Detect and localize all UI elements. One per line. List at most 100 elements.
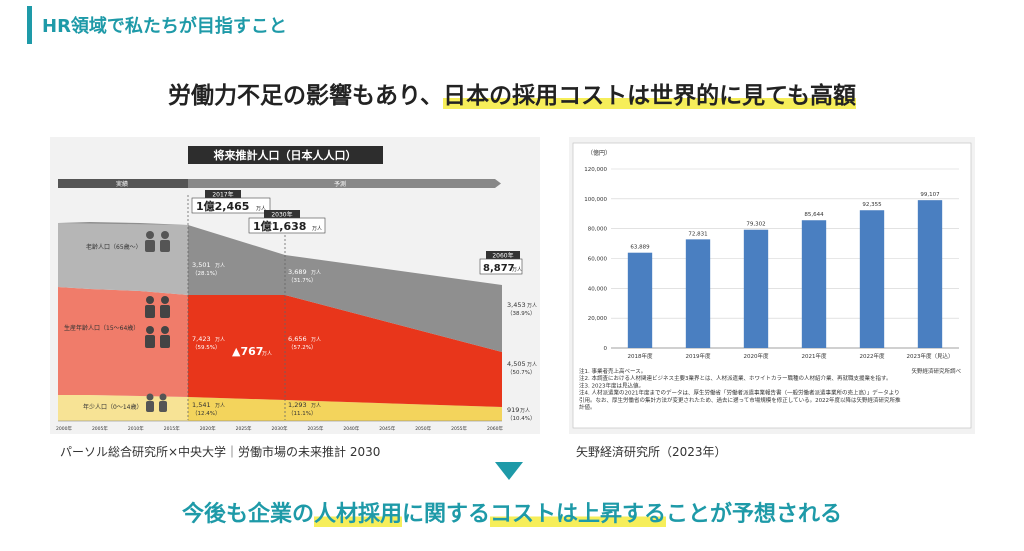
callout-2060-value: 8,877	[483, 263, 515, 274]
bar	[743, 229, 769, 348]
population-chart: 将来推計人口（日本人人口） 実績 予測 2017年 1億2,465 万人 203…	[56, 146, 537, 432]
callout-2060-box	[479, 258, 523, 275]
working-people-icon	[145, 296, 170, 348]
down-arrow-icon	[495, 462, 523, 480]
elderly-2060-pct: （38.9%）	[507, 310, 535, 317]
actual-period-overlay	[58, 223, 188, 421]
working-2060-value: 4,505	[507, 360, 526, 368]
working-2030-value: 6,656	[288, 335, 307, 343]
bar-value-label: 99,107	[920, 192, 940, 198]
bar	[801, 220, 827, 348]
bar	[917, 200, 943, 348]
y-tick-label: 0	[604, 346, 608, 352]
youth-2017-value: 1,541	[192, 401, 211, 409]
working-2017-value: 7,423	[192, 335, 211, 343]
year-tick-label: 2035年	[307, 425, 323, 432]
youth-2060-unit: 万人	[520, 408, 530, 414]
callout-2017-value: 1億2,465	[196, 199, 249, 213]
x-tick-label: 2021年度	[802, 352, 827, 360]
callout-2060-unit: 万人	[512, 267, 522, 273]
left-source-caption: パーソル総合研究所×中央大学｜労働市場の未来推計 2030	[60, 445, 381, 459]
working-2060-unit: 万人	[527, 362, 537, 368]
callout-2030-value: 1億1,638	[253, 219, 306, 233]
callout-2030-unit: 万人	[312, 226, 322, 232]
phase-forecast-bar	[188, 179, 501, 188]
working-2017-unit: 万人	[215, 337, 225, 343]
chart-title: 将来推計人口（日本人人口）	[214, 148, 357, 162]
year-tick-label: 2040年	[343, 425, 359, 432]
youth-area	[58, 395, 502, 421]
chart-title-box	[188, 146, 383, 164]
bar	[627, 252, 653, 348]
youth-2030-unit: 万人	[311, 403, 321, 409]
footnote: 引用。なお、厚生労働省の集計方法が変更されたため、過去に遡って市場規模を修正して…	[579, 396, 901, 404]
year-tick-label: 2055年	[451, 425, 467, 432]
conclusion-part-3: ことが予想される	[666, 502, 843, 527]
footnote: 注4. 人材派遣業の2021年度までのデータは、厚生労働省「労働者派遣事業報告書…	[579, 389, 900, 397]
bar	[859, 210, 885, 348]
conclusion-part-2: に関する	[401, 502, 490, 527]
decrease-value: ▲767	[232, 345, 263, 358]
footnote: 注3. 2023年度は見込値。	[579, 381, 644, 389]
callout-2030-year: 2030年	[271, 211, 292, 219]
y-tick-label: 80,000	[588, 227, 608, 233]
elderly-2030-unit: 万人	[311, 270, 321, 276]
x-tick-label: 2019年度	[686, 352, 711, 360]
bar-value-label: 79,302	[746, 222, 765, 228]
phase-forecast-label: 予測	[334, 180, 346, 188]
elderly-2017-pct: （28.1%）	[192, 270, 220, 277]
year-tick-label: 2000年	[56, 425, 72, 432]
conclusion-highlight-1: 人材採用	[313, 502, 402, 527]
youth-2017-pct: （12.4%）	[192, 410, 220, 417]
bar-value-label: 92,355	[862, 202, 882, 208]
youth-2030-value: 1,293	[288, 401, 307, 409]
elderly-area	[58, 222, 502, 352]
elderly-people-icon	[145, 231, 170, 252]
source-note: 矢野経済研究所調べ	[911, 367, 961, 375]
youth-people-icon	[146, 393, 167, 412]
callout-2030-tag	[264, 210, 300, 218]
callout-2017-box	[191, 197, 271, 214]
callout-2060-tag	[486, 251, 520, 259]
elderly-2030-pct: （31.7%）	[288, 277, 316, 284]
youth-2030-pct: （11.1%）	[288, 410, 316, 417]
elderly-2060-value: 3,453	[507, 301, 526, 309]
callout-2030-box	[248, 217, 326, 234]
bar-value-label: 63,889	[630, 245, 650, 251]
year-tick-label: 2005年	[92, 425, 108, 432]
elderly-2017-value: 3,501	[192, 261, 211, 269]
headline: 労働力不足の影響もあり、日本の採用コストは世界的に見ても高額	[0, 76, 1024, 110]
year-tick-label: 2060年	[487, 425, 503, 432]
elderly-2017-unit: 万人	[215, 263, 225, 269]
callout-2060-year: 2060年	[492, 252, 513, 260]
bar-value-label: 85,644	[804, 212, 824, 218]
market-size-chart: （億円） 0 20,000 40,000 60,000 80,000 100,000 120…	[572, 142, 972, 429]
x-tick-label: 2020年度	[744, 352, 769, 360]
working-2017-pct: （59.5%）	[192, 344, 220, 351]
conclusion-part-1: 今後も企業の	[181, 502, 314, 527]
phase-actual-bar	[58, 179, 188, 188]
working-2030-unit: 万人	[311, 337, 321, 343]
conclusion-highlight-2: コストは上昇する	[490, 502, 667, 527]
year-tick-label: 2050年	[415, 425, 431, 432]
conclusion: 今後も企業の人材採用に関するコストは上昇することが予想される	[0, 496, 1024, 528]
youth-2060-pct: （10.4%）	[507, 415, 535, 422]
x-tick-label: 2022年度	[860, 352, 885, 360]
youth-label: 年少人口（0〜14歳）	[83, 403, 142, 411]
section-title: HR領域で私たちが目指すこと	[42, 16, 287, 37]
x-tick-label: 2018年度	[628, 352, 653, 360]
working-2030-pct: （57.2%）	[288, 344, 316, 351]
decrease-unit: 万人	[262, 351, 272, 357]
footnote: 注1. 事業者売上高ベース。	[579, 367, 646, 375]
bar-value-label: 72,831	[688, 231, 707, 237]
y-tick-label: 60,000	[588, 257, 608, 263]
callout-2017-year: 2017年	[212, 191, 233, 199]
y-tick-label: 20,000	[588, 316, 608, 322]
year-tick-label: 2020年	[200, 425, 216, 432]
bar	[685, 239, 711, 348]
y-tick-label: 120,000	[584, 167, 607, 173]
y-tick-label: 100,000	[584, 197, 607, 203]
callout-2017-unit: 万人	[256, 206, 266, 212]
year-tick-label: 2010年	[128, 425, 144, 432]
year-tick-label: 2015年	[164, 425, 180, 432]
